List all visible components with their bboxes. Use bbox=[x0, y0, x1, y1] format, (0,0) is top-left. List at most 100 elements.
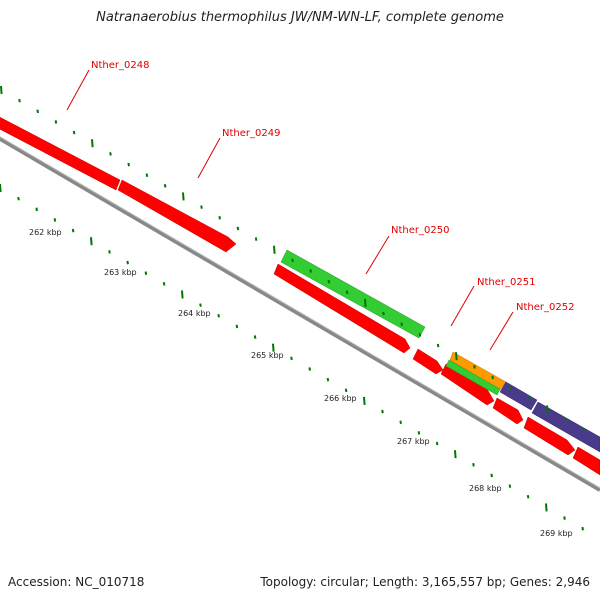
gene-label-nther-0248[interactable]: Nther_0248 bbox=[91, 60, 149, 71]
upper-scale-tick bbox=[400, 322, 403, 327]
lower-scale-tick bbox=[71, 228, 75, 233]
upper-scale-tick bbox=[218, 215, 221, 220]
lower-scale-tick bbox=[17, 196, 20, 201]
gene-purple-b[interactable] bbox=[531, 401, 600, 453]
upper-scale-tick bbox=[546, 405, 549, 414]
upper-scale-tick bbox=[527, 396, 531, 401]
callout-line-0248 bbox=[66, 69, 90, 111]
kbp-label-269: 269 kbp bbox=[540, 529, 573, 538]
upper-scale-tick bbox=[509, 386, 513, 390]
upper-scale-tick bbox=[127, 162, 130, 167]
kbp-labels: 262 kbp 263 kbp 264 kbp 265 kbp 266 kbp … bbox=[29, 228, 573, 538]
kbp-label-268: 268 kbp bbox=[469, 484, 502, 493]
lower-scale-tick bbox=[181, 290, 184, 299]
lower-scale-tick bbox=[472, 463, 475, 467]
lower-scale-tick bbox=[272, 343, 275, 352]
upper-scale-tick bbox=[364, 298, 367, 308]
gene-red-c[interactable] bbox=[273, 263, 411, 354]
upper-scale-tick bbox=[436, 343, 440, 348]
upper-scale-tick bbox=[273, 245, 276, 254]
lower-scale-tick bbox=[90, 237, 93, 246]
gene-red-d[interactable] bbox=[412, 348, 444, 375]
callout-line-0252 bbox=[489, 311, 514, 351]
gene-label-callouts: Nther_0248 Nther_0249 Nther_0250 Nther_0… bbox=[66, 60, 574, 351]
reverse-strand-genes bbox=[0, 112, 600, 476]
upper-scale-tick bbox=[291, 258, 294, 263]
gene-nther-0249[interactable] bbox=[117, 179, 237, 253]
upper-scale-tick bbox=[491, 375, 494, 380]
lower-scale-tick bbox=[108, 250, 111, 254]
upper-scale-tick bbox=[200, 205, 203, 209]
upper-scale-tick bbox=[473, 365, 476, 369]
gene-label-nther-0250[interactable]: Nther_0250 bbox=[391, 225, 449, 236]
gene-label-nther-0251[interactable]: Nther_0251 bbox=[477, 277, 535, 288]
accession-text: Accession: NC_010718 bbox=[8, 575, 145, 589]
gene-red-g[interactable] bbox=[523, 416, 576, 456]
gene-red-h[interactable] bbox=[572, 446, 600, 476]
lower-scale-tick bbox=[344, 388, 348, 393]
lower-scale-tick bbox=[381, 409, 384, 414]
callout-line-0251 bbox=[450, 285, 475, 327]
genome-backbone bbox=[0, 136, 600, 492]
upper-scale-tick bbox=[309, 269, 312, 273]
gene-nther-0252[interactable] bbox=[499, 381, 538, 411]
lower-scale-tick bbox=[290, 356, 293, 361]
kbp-label-264: 264 kbp bbox=[178, 309, 211, 318]
callout-line-0249 bbox=[197, 137, 221, 179]
upper-scale-tick bbox=[72, 130, 76, 135]
lower-scale-tick bbox=[490, 473, 493, 478]
upper-scale-tick bbox=[327, 279, 331, 284]
lower-scale-tick bbox=[399, 420, 402, 425]
upper-scale-tick bbox=[254, 237, 258, 241]
lower-scale-tick bbox=[308, 367, 311, 371]
lower-scale-tick bbox=[217, 313, 220, 318]
upper-tick-row bbox=[0, 85, 585, 433]
kbp-label-262: 262 kbp bbox=[29, 228, 62, 237]
upper-scale-tick bbox=[18, 98, 21, 103]
upper-scale-tick bbox=[564, 418, 567, 422]
genome-backbone-highlight bbox=[0, 136, 600, 489]
gene-nther-0248[interactable] bbox=[0, 112, 121, 191]
map-title: Natranaerobius thermophilus JW/NM-WN-LF,… bbox=[96, 10, 504, 25]
lower-scale-tick bbox=[454, 450, 457, 459]
upper-scale-tick bbox=[163, 184, 167, 188]
gene-label-nther-0252[interactable]: Nther_0252 bbox=[516, 302, 574, 313]
upper-scale-tick bbox=[91, 139, 94, 148]
lower-scale-tick bbox=[326, 377, 330, 382]
upper-scale-tick bbox=[236, 226, 240, 231]
gene-nther-0251[interactable] bbox=[449, 351, 507, 391]
upper-scale-tick bbox=[418, 333, 422, 337]
lower-scale-tick bbox=[563, 516, 566, 520]
gene-nther-0250[interactable] bbox=[280, 249, 426, 339]
lower-scale-tick bbox=[144, 271, 148, 275]
upper-scale-tick bbox=[382, 311, 385, 316]
lower-scale-tick bbox=[545, 503, 548, 512]
kbp-label-267: 267 kbp bbox=[397, 437, 430, 446]
lower-scale-tick bbox=[126, 260, 129, 265]
lower-scale-tick bbox=[35, 207, 38, 212]
topology-text: Topology: circular; Length: 3,165,557 bp… bbox=[260, 575, 590, 589]
lower-scale-tick bbox=[363, 396, 366, 406]
lower-scale-tick bbox=[0, 183, 2, 193]
kbp-label-266: 266 kbp bbox=[324, 394, 357, 403]
lower-scale-tick bbox=[253, 335, 257, 339]
upper-scale-tick bbox=[36, 109, 39, 114]
lower-scale-tick bbox=[53, 218, 57, 222]
lower-scale-tick bbox=[508, 484, 512, 488]
gene-label-nther-0249[interactable]: Nther_0249 bbox=[222, 128, 280, 139]
lower-scale-tick bbox=[199, 303, 202, 307]
upper-scale-tick bbox=[582, 428, 585, 433]
gene-red-f[interactable] bbox=[492, 397, 524, 425]
lower-scale-tick bbox=[235, 324, 239, 329]
lower-tick-row bbox=[0, 183, 584, 531]
upper-scale-tick bbox=[145, 173, 149, 177]
upper-scale-tick bbox=[182, 192, 185, 201]
upper-scale-tick bbox=[54, 120, 58, 124]
lower-scale-tick bbox=[581, 526, 584, 531]
upper-scale-tick bbox=[455, 352, 458, 361]
gene-green-b[interactable] bbox=[445, 359, 501, 396]
kbp-label-265: 265 kbp bbox=[251, 351, 284, 360]
lower-scale-tick bbox=[435, 441, 439, 446]
callout-line-0250 bbox=[365, 235, 390, 275]
